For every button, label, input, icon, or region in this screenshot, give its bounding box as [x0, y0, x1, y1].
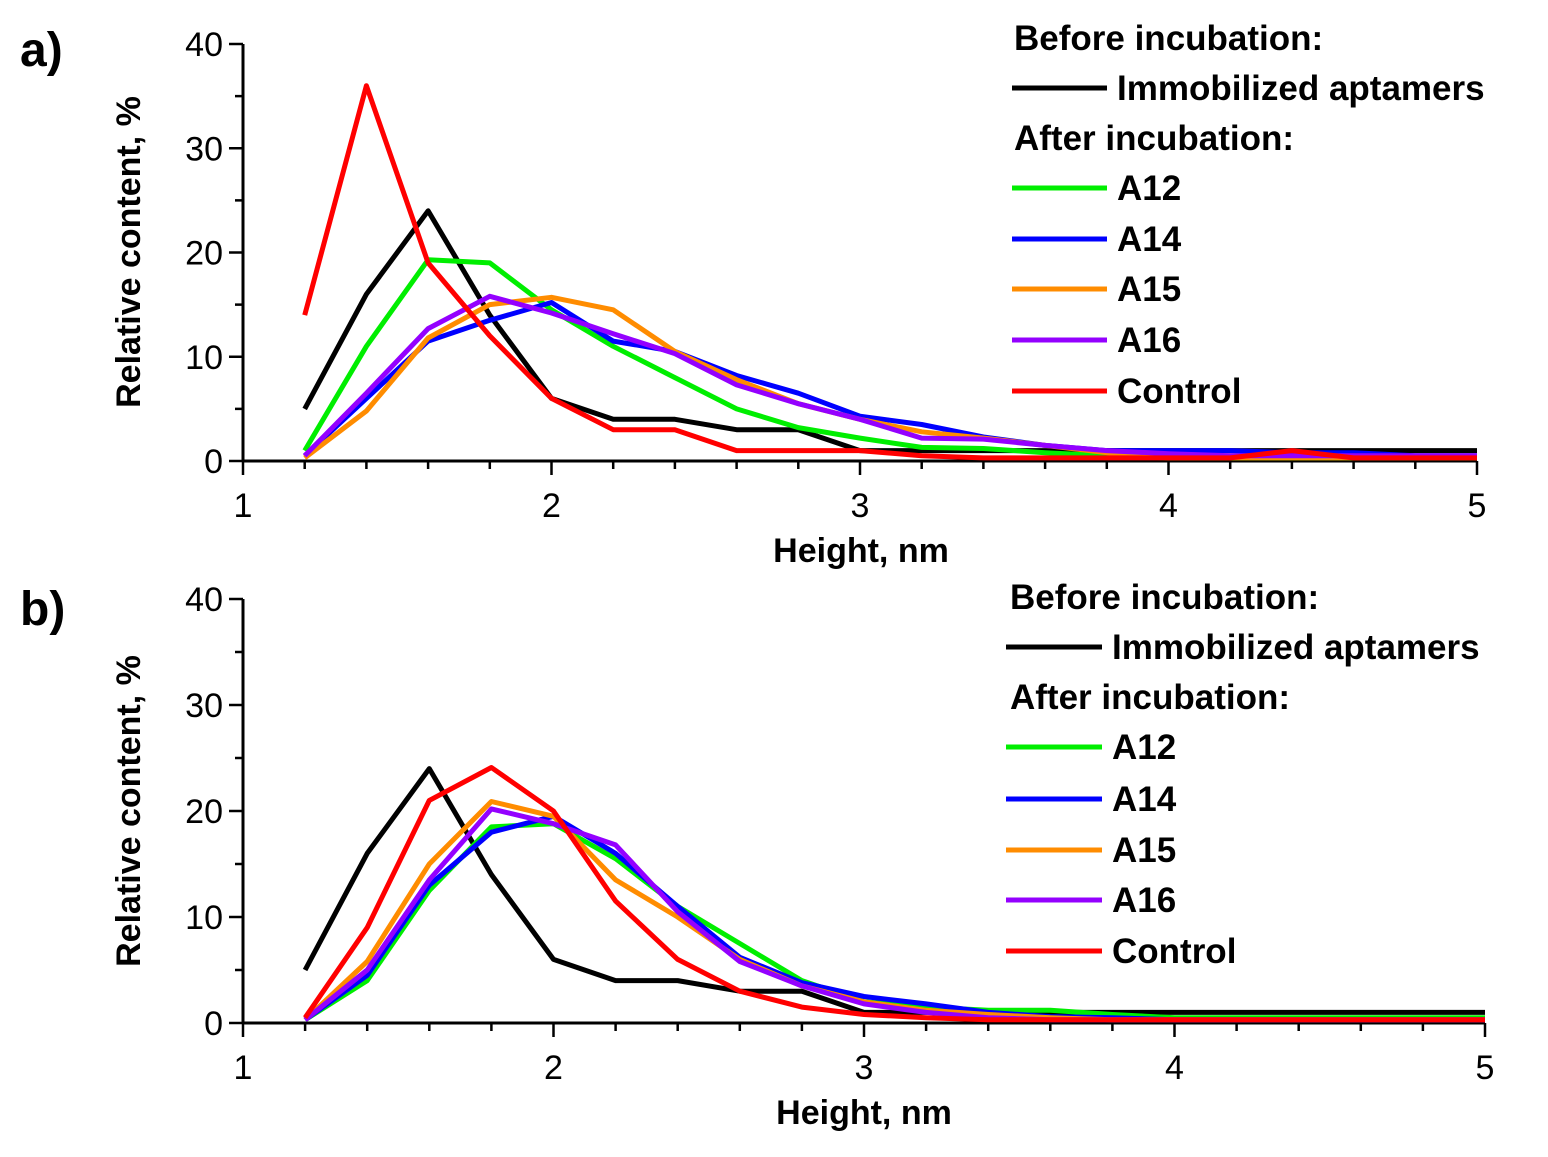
- legend-label: A16: [1112, 881, 1176, 920]
- series-line-immobilized-aptamers: [302, 208, 1477, 454]
- x-axis-label: Height, nm: [773, 532, 949, 570]
- y-tick-label: 30: [185, 687, 223, 725]
- legend-label: A16: [1117, 321, 1181, 360]
- y-tick-label: 0: [204, 1005, 223, 1043]
- y-tick-label: 20: [185, 235, 223, 273]
- panel-a: a) 1 2 3 4 5 0 10 20 30 40 Height, nm Relative conte…: [20, 19, 1486, 570]
- series-line-a16: [302, 293, 1477, 459]
- legend-label: Immobilized aptamers: [1112, 628, 1480, 667]
- panel-label: b): [20, 583, 65, 636]
- series-line-a12: [303, 821, 1485, 1022]
- legend-label: A12: [1112, 728, 1176, 767]
- x-tick-label: 5: [1468, 487, 1487, 525]
- legend-header-before: Before incubation:: [1010, 578, 1319, 617]
- x-tick-label: 3: [855, 1049, 874, 1087]
- legend-header-after: After incubation:: [1014, 119, 1294, 158]
- legend: Before incubation: Immobilized aptamers Af…: [1006, 578, 1480, 971]
- series-line-a14: [303, 813, 1485, 1023]
- y-tick-label: 40: [185, 26, 223, 64]
- y-tick-label: 30: [185, 130, 223, 168]
- legend-header-before: Before incubation:: [1014, 19, 1323, 58]
- series-line-control: [303, 765, 1485, 1023]
- x-tick-label: 4: [1159, 487, 1178, 525]
- legend-label: Immobilized aptamers: [1117, 69, 1485, 108]
- legend-label: Control: [1112, 932, 1236, 971]
- x-tick-label: 4: [1165, 1049, 1184, 1087]
- x-tick-label: 2: [542, 487, 561, 525]
- x-tick-label: 3: [851, 487, 870, 525]
- x-tick-label: 1: [234, 1049, 253, 1087]
- x-tick-label: 1: [234, 487, 253, 525]
- legend-header-after: After incubation:: [1010, 678, 1290, 717]
- panel-label: a): [20, 24, 63, 77]
- legend-label: A15: [1117, 270, 1181, 309]
- x-tick-label: 5: [1476, 1049, 1495, 1087]
- x-tick-label: 2: [544, 1049, 563, 1087]
- legend: Before incubation: Immobilized aptamers Af…: [1012, 19, 1485, 411]
- legend-label: A12: [1117, 169, 1181, 208]
- legend-label: A15: [1112, 831, 1176, 870]
- legend-label: A14: [1112, 780, 1177, 819]
- y-tick-label: 40: [185, 581, 223, 619]
- y-axis-label: Relative content, %: [110, 96, 148, 408]
- y-tick-label: 10: [185, 339, 223, 377]
- legend-label: A14: [1117, 220, 1182, 259]
- panel-b: b) 1 2 3 4 5 0 10 20 30 40 Height, nm Relative conte…: [20, 578, 1494, 1132]
- y-tick-label: 10: [185, 899, 223, 937]
- x-axis-label: Height, nm: [776, 1094, 952, 1132]
- y-axis-label: Relative content, %: [110, 655, 148, 967]
- y-tick-label: 0: [204, 443, 223, 481]
- series-line-control: [302, 83, 1477, 461]
- legend-label: Control: [1117, 372, 1241, 411]
- y-tick-label: 20: [185, 793, 223, 831]
- series-line-immobilized-aptamers: [302, 766, 1485, 1015]
